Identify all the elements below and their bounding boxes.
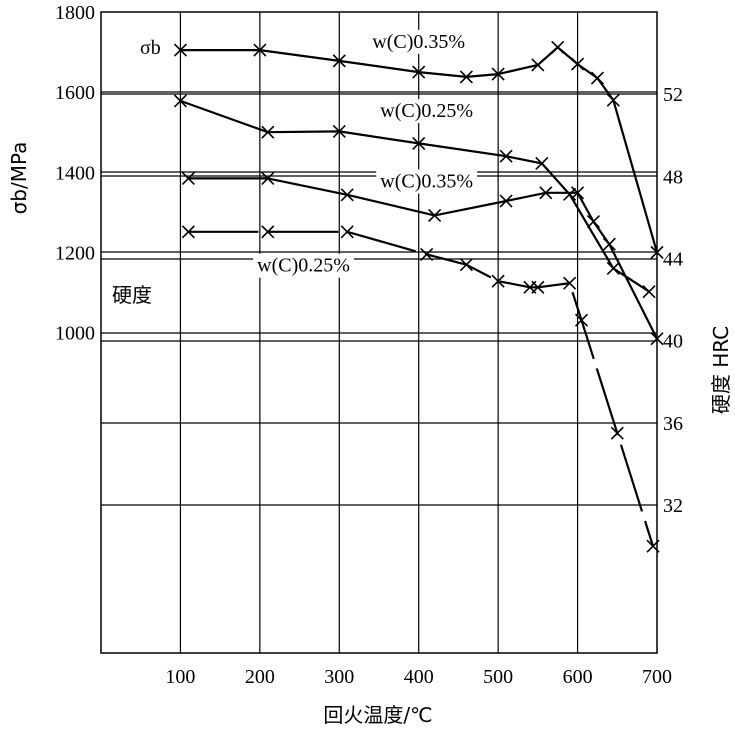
y-right-tick-label: 52 bbox=[663, 84, 683, 106]
data-point bbox=[650, 245, 664, 259]
data-point bbox=[428, 208, 442, 222]
data-point bbox=[531, 280, 545, 294]
y-right-tick-label: 48 bbox=[663, 166, 683, 188]
x-tick-label: 200 bbox=[245, 666, 275, 688]
y-left-tick-label: 1600 bbox=[55, 82, 95, 104]
data-point bbox=[606, 93, 620, 107]
data-point bbox=[332, 124, 346, 138]
data-point bbox=[173, 94, 187, 108]
series-label: w(C)0.35% bbox=[380, 170, 473, 192]
grid bbox=[100, 11, 658, 654]
data-point bbox=[459, 70, 473, 84]
data-point bbox=[332, 54, 346, 68]
x-axis-title: 回火温度/℃ bbox=[323, 703, 432, 727]
data-point bbox=[181, 171, 195, 185]
data-point bbox=[340, 188, 354, 202]
annotations: w(C)0.35% w(C)0.25% w(C)0.35% w(C)0.25% σb 硬度 bbox=[108, 29, 478, 309]
data-point bbox=[499, 194, 513, 208]
series-label: w(C)0.25% bbox=[257, 255, 350, 277]
data-point bbox=[181, 225, 195, 239]
data-point bbox=[574, 313, 589, 327]
y-axis-right-title: 硬度 HRC bbox=[709, 326, 733, 414]
y-right-tick-label: 44 bbox=[663, 249, 683, 271]
data-point bbox=[420, 247, 434, 261]
group-label-strength: σb bbox=[140, 37, 161, 59]
data-point bbox=[261, 125, 275, 139]
tick-labels: 100 200 300 400 500 600 700 1000 1200 1400 1600 180… bbox=[55, 2, 683, 688]
y-left-tick-label: 1000 bbox=[55, 323, 95, 345]
data-point bbox=[610, 426, 624, 440]
series-label-bg bbox=[368, 29, 470, 54]
data-point bbox=[261, 171, 275, 185]
data-point bbox=[602, 237, 616, 251]
y-right-tick-label: 36 bbox=[663, 413, 683, 435]
data-point bbox=[606, 261, 620, 275]
group-label-bg bbox=[108, 281, 156, 309]
plot-area bbox=[173, 40, 664, 553]
data-point bbox=[571, 186, 585, 200]
data-point bbox=[173, 43, 187, 57]
data-point bbox=[459, 258, 473, 272]
data-point bbox=[590, 71, 604, 85]
data-point bbox=[563, 276, 577, 290]
data-point bbox=[531, 58, 545, 72]
x-tick-label: 700 bbox=[642, 666, 672, 688]
data-point bbox=[253, 43, 267, 57]
data-point bbox=[491, 274, 505, 288]
x-tick-label: 100 bbox=[165, 666, 195, 688]
series-line-hardness-2 bbox=[188, 177, 658, 340]
y-left-tick-label: 1200 bbox=[55, 242, 95, 264]
group-label-hardness: 硬度 bbox=[112, 283, 152, 307]
y-left-tick-label: 1400 bbox=[55, 162, 95, 184]
data-point bbox=[412, 65, 426, 79]
data-point bbox=[412, 136, 426, 150]
data-point bbox=[535, 156, 549, 171]
data-point bbox=[539, 186, 553, 200]
data-point bbox=[646, 539, 660, 553]
data-point bbox=[551, 40, 565, 54]
x-tick-label: 300 bbox=[324, 666, 354, 688]
data-point bbox=[261, 225, 275, 239]
y-right-tick-label: 40 bbox=[663, 331, 683, 353]
x-tick-label: 600 bbox=[563, 666, 593, 688]
data-point bbox=[499, 149, 513, 163]
y-left-tick-label: 1800 bbox=[55, 2, 95, 24]
data-point bbox=[650, 332, 664, 346]
data-point bbox=[642, 285, 656, 299]
data-point bbox=[563, 187, 577, 201]
data-point bbox=[571, 57, 585, 71]
series-label-bg bbox=[376, 169, 478, 194]
y-axis-left-title: σb/MPa bbox=[7, 142, 31, 215]
data-point bbox=[491, 67, 505, 81]
x-tick-label: 400 bbox=[404, 666, 434, 688]
data-point bbox=[340, 225, 354, 239]
series-line-hardness-3 bbox=[188, 230, 655, 547]
x-tick-label: 500 bbox=[483, 666, 513, 688]
y-right-tick-label: 32 bbox=[663, 495, 683, 517]
series-label: w(C)0.25% bbox=[380, 100, 473, 122]
series-label-bg bbox=[376, 99, 478, 124]
series-label: w(C)0.35% bbox=[372, 31, 465, 53]
series-label-bg bbox=[253, 253, 354, 278]
data-point bbox=[586, 214, 601, 229]
